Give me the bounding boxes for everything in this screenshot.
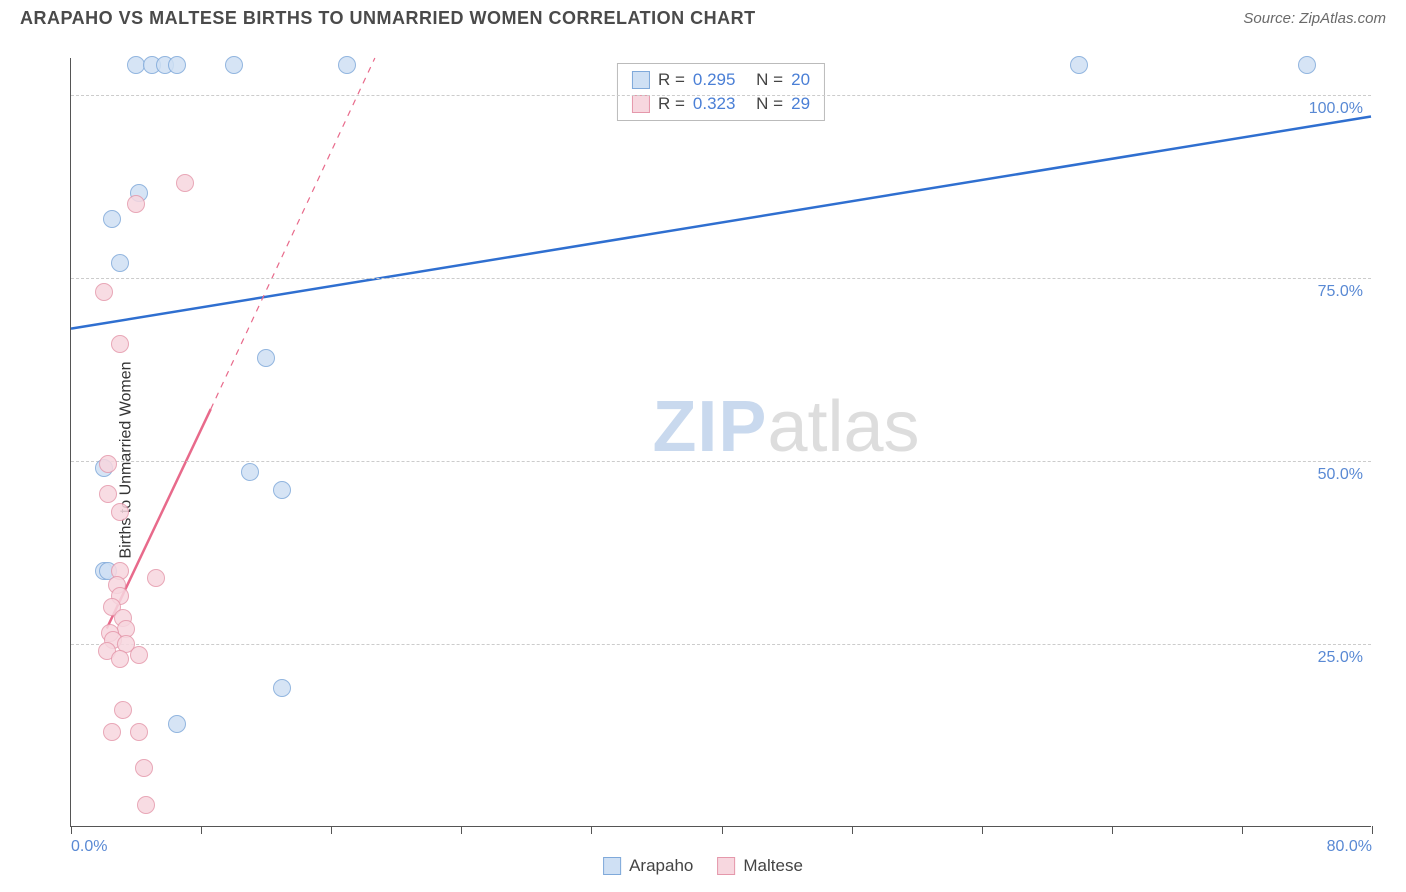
x-tick — [1112, 826, 1113, 834]
x-tick — [71, 826, 72, 834]
data-point — [111, 503, 129, 521]
legend-item-maltese: Maltese — [717, 856, 803, 876]
data-point — [130, 646, 148, 664]
data-point — [1298, 56, 1316, 74]
data-point — [176, 174, 194, 192]
x-tick-label: 80.0% — [1327, 838, 1372, 856]
bottom-legend: Arapaho Maltese — [603, 856, 803, 876]
gridline-h — [71, 278, 1371, 279]
trend-line — [211, 58, 375, 409]
y-tick-label: 100.0% — [1309, 100, 1363, 118]
watermark: ZIPatlas — [652, 386, 919, 468]
data-point — [99, 455, 117, 473]
data-point — [225, 56, 243, 74]
data-point — [273, 679, 291, 697]
n-value-arapaho: 20 — [791, 70, 810, 90]
swatch-arapaho — [632, 71, 650, 89]
n-label: N = — [756, 94, 783, 114]
r-label: R = — [658, 70, 685, 90]
x-tick-label: 0.0% — [71, 838, 107, 856]
watermark-part1: ZIP — [652, 387, 767, 467]
chart-title: ARAPAHO VS MALTESE BIRTHS TO UNMARRIED W… — [20, 8, 756, 29]
data-point — [99, 485, 117, 503]
data-point — [95, 283, 113, 301]
x-tick — [982, 826, 983, 834]
data-point — [114, 701, 132, 719]
swatch-maltese — [632, 95, 650, 113]
data-point — [111, 650, 129, 668]
data-point — [257, 349, 275, 367]
plot-svg — [71, 58, 1371, 826]
watermark-part2: atlas — [767, 387, 919, 467]
x-tick — [331, 826, 332, 834]
legend-item-arapaho: Arapaho — [603, 856, 693, 876]
r-label: R = — [658, 94, 685, 114]
data-point — [127, 195, 145, 213]
data-point — [241, 463, 259, 481]
data-point — [111, 335, 129, 353]
swatch-maltese — [717, 857, 735, 875]
n-label: N = — [756, 70, 783, 90]
data-point — [103, 723, 121, 741]
stats-legend-box: R = 0.295 N = 20 R = 0.323 N = 29 — [617, 63, 825, 121]
data-point — [168, 715, 186, 733]
y-tick-label: 50.0% — [1318, 466, 1363, 484]
n-value-maltese: 29 — [791, 94, 810, 114]
y-tick-label: 75.0% — [1318, 283, 1363, 301]
data-point — [1070, 56, 1088, 74]
chart-container: Births to Unmarried Women ZIPatlas R = 0… — [20, 38, 1386, 882]
source-attribution: Source: ZipAtlas.com — [1243, 10, 1386, 27]
x-tick — [852, 826, 853, 834]
gridline-h — [71, 644, 1371, 645]
gridline-h — [71, 461, 1371, 462]
data-point — [111, 254, 129, 272]
source-prefix: Source: — [1243, 10, 1299, 27]
swatch-arapaho — [603, 857, 621, 875]
x-tick — [722, 826, 723, 834]
stats-row-arapaho: R = 0.295 N = 20 — [632, 68, 810, 92]
gridline-h — [71, 95, 1371, 96]
x-tick — [201, 826, 202, 834]
plot-area: ZIPatlas R = 0.295 N = 20 R = 0.323 N = … — [70, 58, 1371, 827]
chart-header: ARAPAHO VS MALTESE BIRTHS TO UNMARRIED W… — [0, 0, 1406, 33]
data-point — [338, 56, 356, 74]
data-point — [137, 796, 155, 814]
data-point — [130, 723, 148, 741]
data-point — [135, 759, 153, 777]
source-name: ZipAtlas.com — [1299, 10, 1386, 27]
data-point — [147, 569, 165, 587]
x-tick — [1242, 826, 1243, 834]
x-tick — [1372, 826, 1373, 834]
r-value-maltese: 0.323 — [693, 94, 736, 114]
y-tick-label: 25.0% — [1318, 649, 1363, 667]
trend-line — [71, 117, 1371, 329]
r-value-arapaho: 0.295 — [693, 70, 736, 90]
data-point — [103, 210, 121, 228]
x-tick — [461, 826, 462, 834]
x-tick — [591, 826, 592, 834]
data-point — [168, 56, 186, 74]
legend-label-maltese: Maltese — [743, 856, 803, 876]
legend-label-arapaho: Arapaho — [629, 856, 693, 876]
data-point — [273, 481, 291, 499]
